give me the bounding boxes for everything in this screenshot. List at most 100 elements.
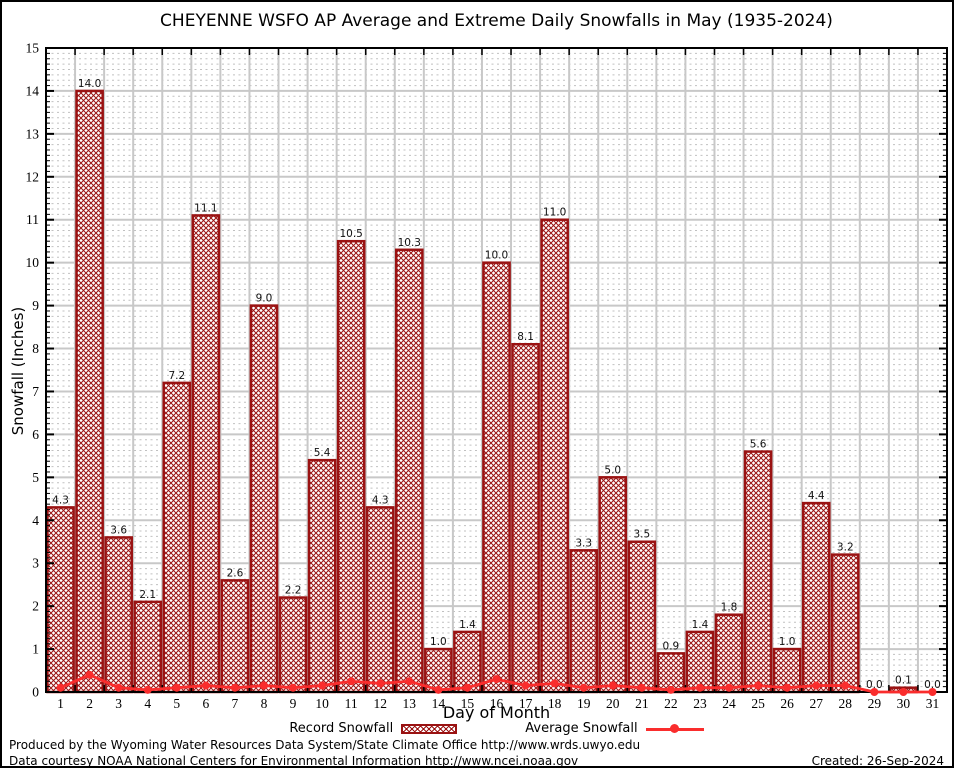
average-point: [812, 681, 821, 690]
bar-value-label: 10.0: [485, 250, 508, 262]
average-point: [172, 683, 181, 692]
average-point: [289, 683, 298, 692]
legend-item-record: Record Snowfall: [289, 721, 458, 736]
average-point: [434, 685, 443, 694]
record-bar: [627, 540, 657, 694]
bar-value-label: 10.5: [339, 228, 362, 240]
average-point: [405, 677, 414, 686]
record-bar: [75, 89, 104, 694]
legend-average-label: Average Snowfall: [525, 721, 638, 736]
record-bar: [46, 506, 75, 694]
bar-value-label: 3.3: [575, 537, 592, 549]
record-bar: [598, 476, 628, 694]
record-bar: [743, 450, 773, 694]
footer-data-courtesy: Data courtesy NOAA National Centers for …: [9, 754, 579, 768]
average-point: [899, 688, 908, 696]
x-tick-label: 29: [868, 696, 882, 711]
x-tick-label: 31: [926, 696, 940, 711]
y-tick-label: 8: [32, 341, 39, 356]
bar-value-label: 2.2: [285, 585, 302, 597]
x-tick-label: 20: [606, 696, 620, 711]
y-tick-label: 5: [32, 470, 39, 485]
bar-value-label: 4.4: [808, 490, 825, 502]
x-tick-label: 11: [345, 696, 358, 711]
x-tick-label: 14: [432, 696, 446, 711]
x-tick-label: 5: [173, 696, 180, 711]
bar-value-label: 2.1: [139, 589, 156, 601]
x-tick-label: 25: [751, 696, 765, 711]
y-axis-label: Snowfall (Inches): [9, 306, 27, 436]
bar-value-label: 11.0: [543, 207, 566, 219]
x-tick-label: 19: [577, 696, 591, 711]
record-bar: [133, 600, 163, 694]
legend-item-average: Average Snowfall: [525, 721, 704, 736]
x-tick-label: 12: [373, 696, 387, 711]
legend-record-label: Record Snowfall: [289, 721, 394, 736]
record-bar: [162, 381, 192, 694]
bar-value-label: 9.0: [256, 293, 273, 305]
bar-value-label: 3.6: [110, 524, 127, 536]
y-tick-label: 0: [32, 685, 39, 700]
plot-area: 4.3 14.0 3.6 2.1 7.2 11.1 2.6 9.0 2.2 5.4 10.5 4.3 1…: [26, 41, 948, 711]
record-bar: [714, 613, 744, 694]
x-tick-label: 16: [490, 696, 504, 711]
legend: Record Snowfall Average Snowfall: [46, 721, 947, 736]
x-tick-label: 7: [232, 696, 239, 711]
x-tick-label: 23: [693, 696, 707, 711]
average-point: [376, 679, 385, 688]
bar-value-label: 8.1: [517, 331, 534, 343]
average-point: [666, 685, 675, 694]
record-bar: [104, 536, 133, 694]
record-bar: [482, 261, 511, 694]
y-tick-label: 1: [32, 642, 39, 657]
x-tick-label: 24: [722, 696, 736, 711]
x-tick-label: 13: [403, 696, 417, 711]
y-tick-label: 4: [32, 513, 39, 528]
y-tick-label: 7: [32, 384, 39, 399]
footer-produced-by: Produced by the Wyoming Water Resources …: [9, 738, 641, 752]
bar-value-label: 3.2: [837, 542, 854, 554]
bar-value-label: 10.3: [398, 237, 421, 249]
record-bar: [307, 458, 337, 694]
record-bar: [220, 579, 250, 694]
y-tick-label: 2: [32, 599, 39, 614]
bar-value-label: 0.0: [924, 679, 941, 691]
average-point: [85, 670, 94, 679]
y-tick-label: 15: [26, 41, 40, 56]
x-tick-label: 6: [202, 696, 209, 711]
average-point: [492, 675, 501, 684]
average-point: [230, 683, 239, 692]
record-bar: [394, 248, 424, 694]
bar-value-label: 0.1: [895, 675, 912, 687]
bar-value-label: 4.3: [372, 494, 389, 506]
record-bar: [801, 501, 831, 694]
snowfall-chart-svg: 4.3 14.0 3.6 2.1 7.2 11.1 2.6 9.0 2.2 5.4 10.5 4.3 1…: [26, 41, 948, 711]
bar-value-label: 0.9: [663, 640, 680, 652]
bar-value-label: 2.6: [227, 567, 244, 579]
record-bar: [453, 630, 482, 694]
x-tick-label: 26: [780, 696, 794, 711]
footer-created-date: Created: 26-Sep-2024: [811, 754, 944, 768]
average-point: [259, 681, 268, 690]
x-tick-label: 1: [57, 696, 64, 711]
x-tick-label: 2: [86, 696, 93, 711]
y-tick-label: 6: [32, 427, 39, 442]
x-tick-label: 28: [839, 696, 853, 711]
bar-value-label: 11.1: [194, 202, 217, 214]
y-tick-label: 11: [26, 212, 39, 227]
y-tick-label: 9: [32, 298, 39, 313]
average-point: [695, 683, 704, 692]
bar-value-label: 1.0: [430, 636, 447, 648]
average-point: [463, 683, 472, 692]
bar-value-label: 0.0: [866, 679, 883, 691]
x-tick-label: 4: [144, 696, 151, 711]
average-point: [928, 688, 937, 696]
average-point: [870, 688, 879, 696]
y-tick-label: 14: [26, 83, 40, 98]
x-axis-label: Day of Month: [442, 703, 551, 722]
bar-value-label: 4.3: [52, 494, 69, 506]
y-tick-label: 13: [26, 126, 40, 141]
average-point: [347, 677, 356, 686]
chart-title: CHEYENNE WSFO AP Average and Extreme Dai…: [160, 11, 833, 31]
